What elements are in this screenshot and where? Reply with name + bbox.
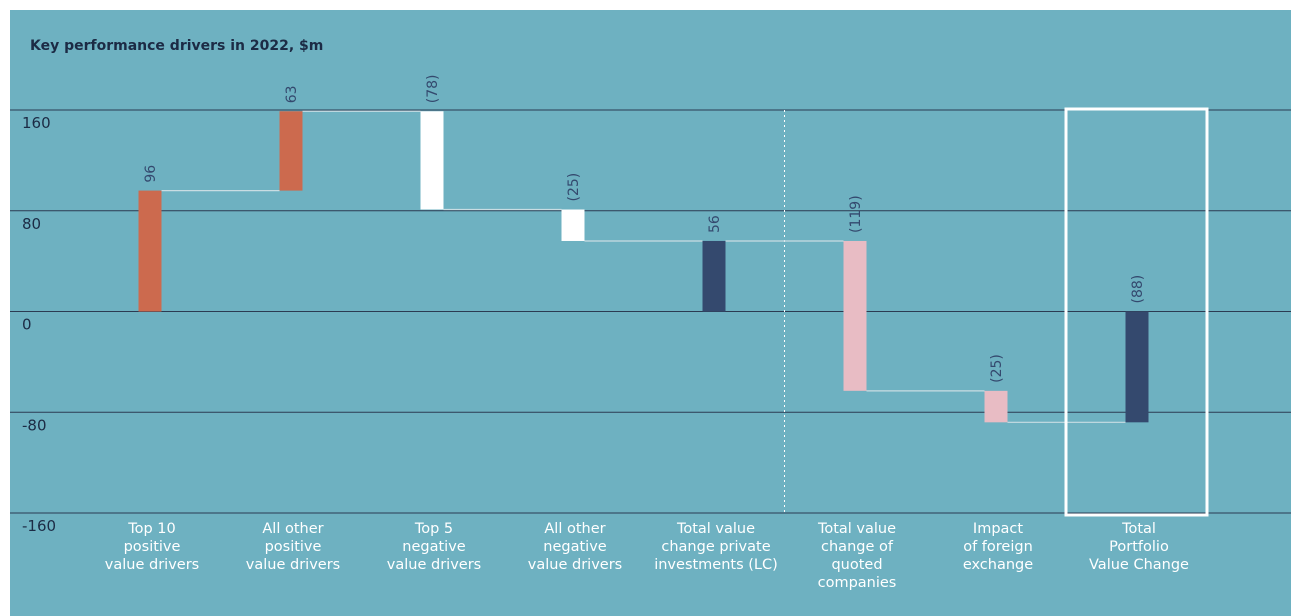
bar — [843, 240, 867, 391]
bar — [561, 209, 585, 241]
highlight-box — [1064, 107, 1209, 517]
data-label: 96 — [143, 165, 159, 183]
bar — [279, 111, 303, 191]
data-label: 56 — [707, 215, 723, 233]
chart-panel: Key performance drivers in 2022, $m 160 8… — [10, 10, 1291, 616]
data-label: 63 — [284, 85, 300, 103]
category-label: Total value change private investments (LC… — [654, 521, 778, 573]
y-tick-label: 0 — [22, 316, 32, 334]
bar — [138, 190, 162, 312]
waterfall-chart: 160 80 0 -80 -160 96 63 (78) (25) 56 (119) (25) (88)… — [10, 75, 1291, 591]
category-label: Total Portfolio Value Change — [1089, 521, 1189, 573]
bar — [984, 390, 1008, 423]
bar — [1125, 311, 1149, 423]
category-label: Impact of foreign exchange — [963, 521, 1033, 573]
category-label: Top 5 negative value drivers — [387, 521, 481, 573]
chart-title: Key performance drivers in 2022, $m — [30, 38, 324, 54]
y-tick-label: 160 — [22, 114, 51, 132]
data-label: (25) — [989, 354, 1005, 383]
category-label: All other negative value drivers — [528, 521, 622, 573]
data-label: (119) — [848, 195, 864, 233]
bar — [702, 240, 726, 312]
data-label: (78) — [425, 75, 441, 104]
category-label: All other positive value drivers — [246, 521, 340, 573]
y-tick-label: 80 — [22, 215, 41, 233]
category-label: Top 10 positive value drivers — [105, 521, 199, 573]
data-label: (88) — [1130, 275, 1146, 304]
y-tick-label: -160 — [22, 517, 56, 535]
y-tick-label: -80 — [22, 416, 47, 434]
category-label: Total value change of quoted companies — [817, 521, 896, 591]
data-label: (25) — [566, 173, 582, 202]
bar — [420, 111, 444, 210]
